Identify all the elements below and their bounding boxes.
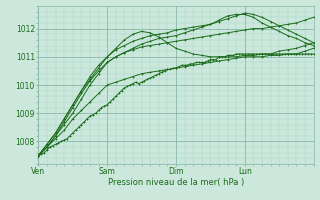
X-axis label: Pression niveau de la mer( hPa ): Pression niveau de la mer( hPa ): [108, 178, 244, 187]
